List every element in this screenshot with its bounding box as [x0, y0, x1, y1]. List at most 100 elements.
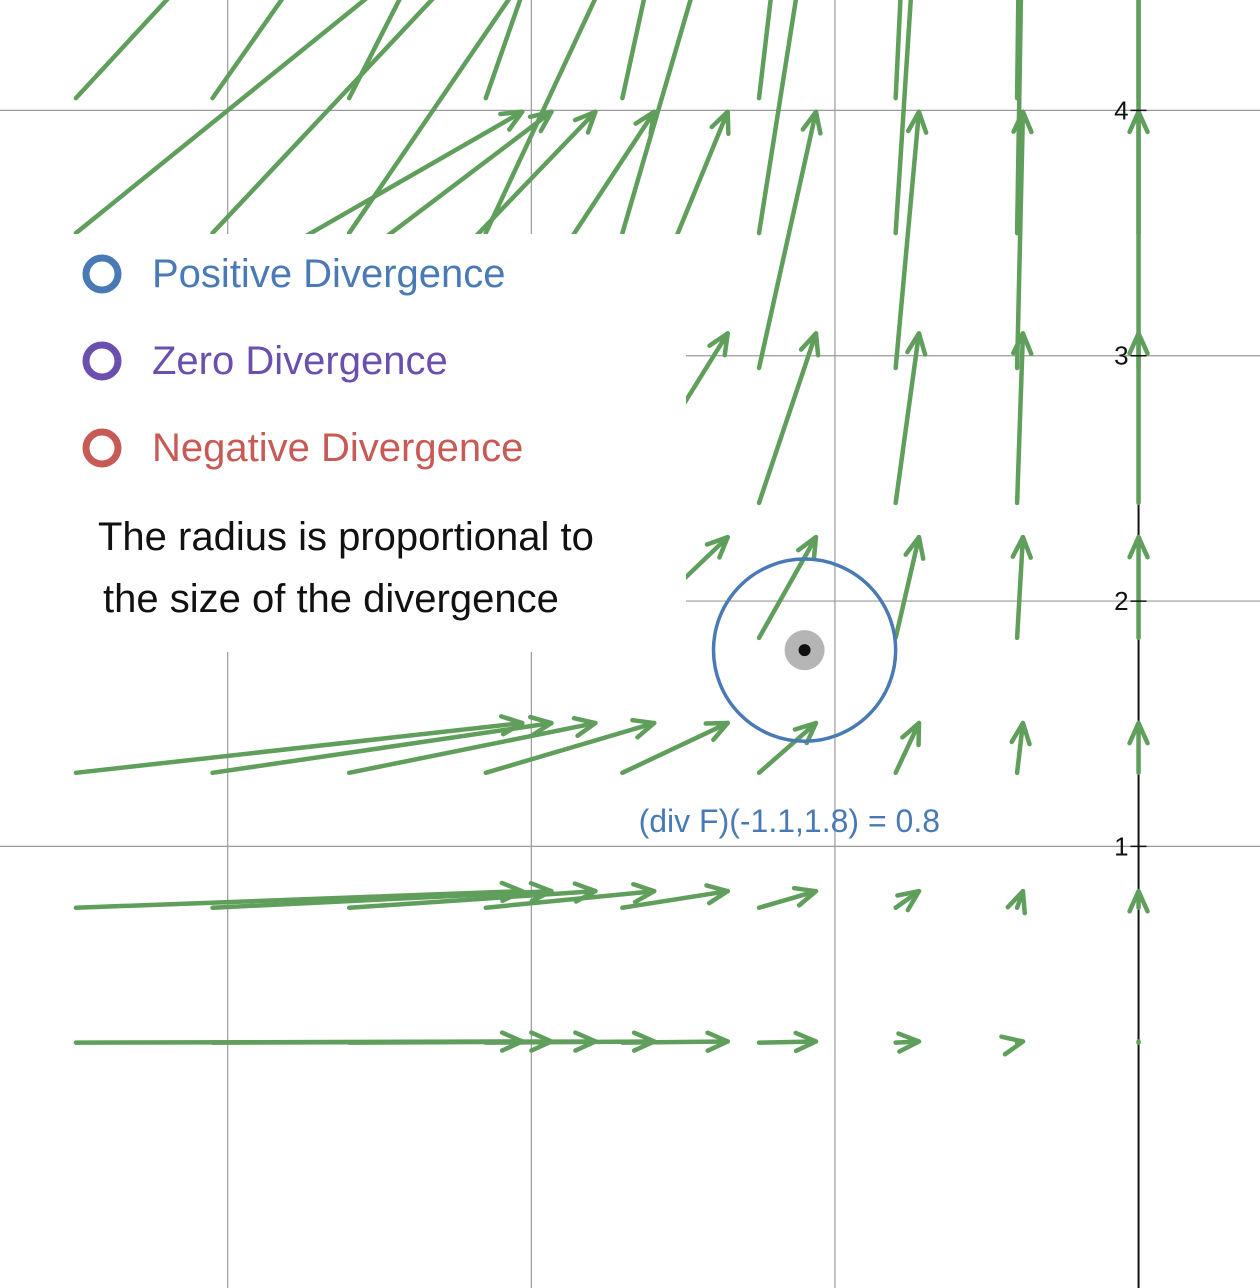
vector-arrow: [346, 0, 512, 236]
selected-point[interactable]: [798, 644, 811, 657]
vector-arrow-shaft: [210, 888, 554, 910]
vector-arrow: [483, 881, 657, 910]
vector-arrowhead: [903, 534, 926, 561]
vector-arrow-shaft: [346, 888, 598, 910]
vector-arrowhead: [528, 714, 554, 738]
vector-arrow: [210, 0, 435, 236]
vector-arrow: [756, 109, 823, 371]
vector-arrowhead: [527, 109, 554, 134]
legend: Positive Divergence Zero Divergence Nega…: [0, 234, 686, 652]
vector-arrow: [620, 1030, 730, 1053]
vector-arrow: [756, 1030, 819, 1054]
vector-arrowhead: [798, 331, 821, 358]
vector-arrow-shaft: [73, 720, 525, 776]
vector-arrow: [346, 0, 402, 101]
vector-arrow-shaft: [893, 331, 922, 506]
vector-arrow: [1009, 720, 1032, 776]
vector-arrow-shaft: [1014, 331, 1026, 506]
positive-divergence-icon: [82, 254, 122, 294]
vector-arrowhead: [999, 1034, 1026, 1057]
y-tick-label: 4: [1114, 95, 1128, 125]
vector-arrow: [1136, 0, 1141, 101]
vector-arrow-shaft: [893, 720, 922, 776]
vector-arrowhead: [800, 109, 823, 136]
vector-arrow: [73, 714, 525, 776]
vector-arrow-shaft: [73, 888, 525, 910]
vector-arrow: [73, 0, 368, 236]
vector-arrowhead: [572, 109, 598, 135]
vector-arrowhead: [1010, 534, 1033, 560]
vector-arrow-shaft: [1014, 109, 1026, 371]
vector-arrow: [756, 885, 819, 910]
vector-arrow-shaft: [756, 1039, 819, 1045]
vector-field-arrows: [73, 0, 1150, 1057]
vector-arrow-shaft: [756, 534, 819, 641]
y-axis-ticks: 1 2 3 4: [1114, 95, 1147, 861]
legend-negative-label: Negative Divergence: [152, 426, 523, 470]
vector-arrow: [483, 0, 598, 236]
vector-arrowhead: [905, 109, 929, 135]
vector-arrow-shaft: [756, 331, 819, 506]
vector-arrow: [1005, 888, 1027, 916]
vector-arrow-shaft: [346, 0, 402, 101]
vector-arrow: [756, 720, 819, 776]
vector-arrowhead: [1127, 720, 1150, 746]
vector-arrow-shaft: [893, 109, 922, 371]
vector-arrow-shaft: [893, 0, 903, 101]
y-tick-label: 3: [1114, 341, 1128, 371]
vector-arrow-shaft: [346, 0, 512, 236]
vector-arrowhead: [793, 1030, 819, 1054]
legend-note-line1: The radius is proportional to: [98, 515, 594, 559]
vector-arrow-shaft: [483, 720, 657, 776]
vector-arrow-shaft: [483, 0, 523, 101]
vector-arrow-shaft: [620, 0, 647, 101]
vector-arrow: [756, 534, 819, 641]
vector-arrow-shaft: [893, 0, 913, 236]
vector-arrow: [1010, 534, 1033, 641]
vector-arrowhead: [896, 1031, 922, 1054]
vector-arrow-shaft: [483, 888, 657, 910]
vector-arrow-shaft: [1014, 0, 1024, 236]
divergence-annotation: (div F)(-1.1,1.8) = 0.8: [639, 803, 940, 839]
vector-arrow: [620, 0, 647, 101]
vector-arrow-shaft: [893, 534, 922, 641]
vector-arrow: [1127, 888, 1150, 914]
vector-arrow-shaft: [73, 0, 170, 101]
vector-arrow-shaft: [620, 1039, 730, 1045]
vector-arrow: [210, 714, 554, 776]
vector-arrowhead: [791, 885, 819, 908]
vector-arrow: [893, 0, 913, 236]
vector-arrowhead: [571, 715, 598, 739]
vector-arrow: [893, 109, 929, 371]
vector-arrow-shaft: [1014, 0, 1021, 101]
vector-arrowhead: [705, 1030, 730, 1053]
vector-arrow: [1014, 0, 1024, 236]
vector-arrow: [893, 720, 922, 776]
vector-arrowhead: [528, 880, 554, 904]
vector-arrow: [346, 715, 598, 776]
divergence-circle: [711, 557, 898, 743]
vector-arrowhead: [704, 534, 730, 560]
vector-arrowhead: [707, 331, 730, 358]
vector-arrow-shaft: [756, 0, 799, 236]
vector-arrow: [756, 0, 799, 236]
vector-arrow-shaft: [210, 0, 435, 236]
vector-arrow: [999, 1034, 1026, 1057]
vector-arrowhead: [1005, 888, 1027, 916]
vector-arrow-shaft: [756, 0, 773, 101]
legend-positive-label: Positive Divergence: [152, 252, 506, 296]
vector-arrow: [893, 888, 922, 913]
vector-arrowhead: [631, 881, 657, 905]
vector-arrow: [1127, 534, 1150, 641]
vector-arrow: [620, 883, 730, 910]
vector-arrow: [620, 720, 730, 776]
vector-arrow-shaft: [1014, 534, 1026, 641]
negative-divergence-icon: [82, 428, 122, 468]
y-tick-label: 2: [1114, 586, 1128, 616]
vector-arrowhead: [905, 331, 928, 357]
vector-arrowhead: [630, 717, 657, 740]
vector-arrow: [893, 534, 926, 641]
vector-arrow: [893, 1031, 922, 1054]
vector-arrow: [893, 331, 928, 506]
